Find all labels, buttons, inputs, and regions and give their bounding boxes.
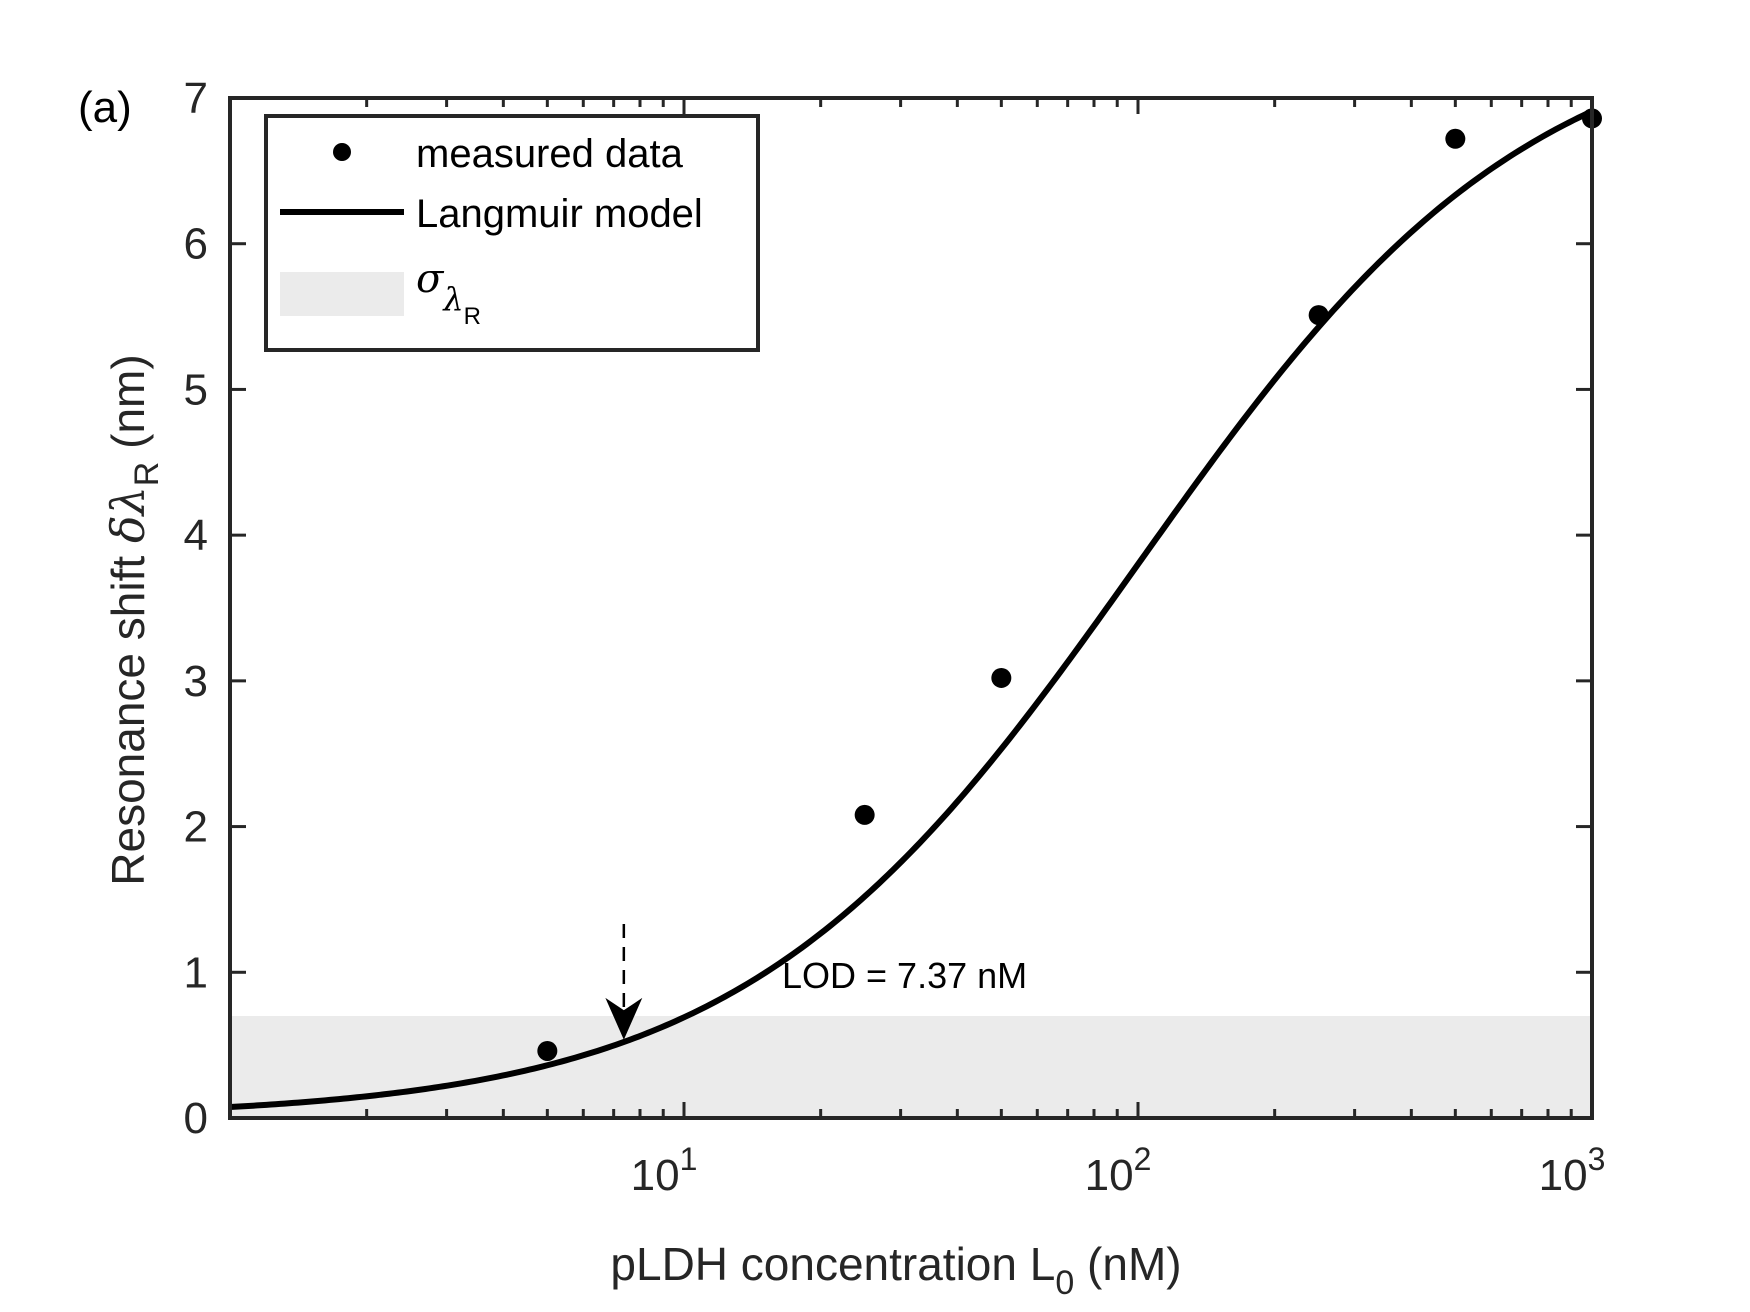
- legend-label-model: Langmuir model: [416, 192, 703, 236]
- data-point: [1445, 128, 1466, 149]
- data-point: [854, 804, 875, 825]
- x-tick-labels: 101 102 103: [631, 1141, 1606, 1200]
- x-tick-label: 102: [1085, 1141, 1152, 1200]
- x-tick-label-exponent: 1: [680, 1141, 698, 1177]
- lod-annotation: LOD = 7.37 nM: [605, 923, 1027, 1040]
- y-axis-label-main: Resonance shift: [102, 543, 154, 886]
- data-point: [991, 667, 1012, 688]
- x-tick-label-base: 10: [1539, 1151, 1588, 1200]
- legend-band-icon: [280, 272, 404, 316]
- x-axis-label-sub: 0: [1055, 1264, 1074, 1302]
- legend-label-sigma: σλR: [416, 256, 481, 330]
- axes-box: [228, 96, 1594, 1120]
- lod-label: LOD = 7.37 nM: [782, 955, 1027, 996]
- y-tick-label: 7: [184, 74, 208, 123]
- x-tick-label: 103: [1539, 1141, 1606, 1200]
- legend-marker-icon: [333, 143, 351, 161]
- y-axis-label-symbol: δλ: [101, 486, 155, 543]
- y-axis-label-sub: R: [128, 462, 166, 487]
- langmuir-model-curve: [229, 108, 1594, 1111]
- panel-label: (a): [78, 83, 132, 132]
- y-tick-label: 6: [184, 220, 208, 269]
- legend-sigma-symbol: σ: [416, 256, 445, 302]
- legend-sigma-subsub: R: [464, 303, 481, 330]
- y-tick-label: 1: [184, 948, 208, 997]
- x-axis-label-unit: (nM): [1074, 1238, 1181, 1290]
- y-axis-label: Resonance shift δλR (nm): [101, 354, 166, 885]
- legend-label-measured: measured data: [416, 132, 684, 176]
- legend: measured data Langmuir model σλR: [264, 114, 760, 352]
- y-tick-label: 2: [184, 803, 208, 852]
- x-axis-label: pLDH concentration L0 (nM): [610, 1238, 1181, 1302]
- legend-sigma-sub: λ: [441, 280, 463, 318]
- lod-arrow-head-icon: [605, 997, 643, 1040]
- x-axis-label-main: pLDH concentration L: [610, 1238, 1055, 1290]
- x-tick-label-exponent: 2: [1134, 1141, 1152, 1177]
- x-tick-label: 101: [631, 1141, 698, 1200]
- x-tick-label-base: 10: [631, 1151, 680, 1200]
- y-tick-label: 3: [184, 657, 208, 706]
- data-point: [537, 1040, 558, 1061]
- y-tick-labels: 0 1 2 3 4 5 6 7: [184, 74, 208, 1143]
- sigma-band: [230, 1016, 1592, 1118]
- y-tick-label: 0: [184, 1094, 208, 1143]
- y-tick-label: 4: [184, 511, 208, 560]
- data-point: [1308, 305, 1329, 326]
- x-tick-label-base: 10: [1085, 1151, 1134, 1200]
- measured-data-points: [537, 108, 1602, 1061]
- x-tick-label-exponent: 3: [1588, 1141, 1606, 1177]
- y-tick-label: 5: [184, 365, 208, 414]
- y-axis-label-unit: (nm): [102, 354, 154, 461]
